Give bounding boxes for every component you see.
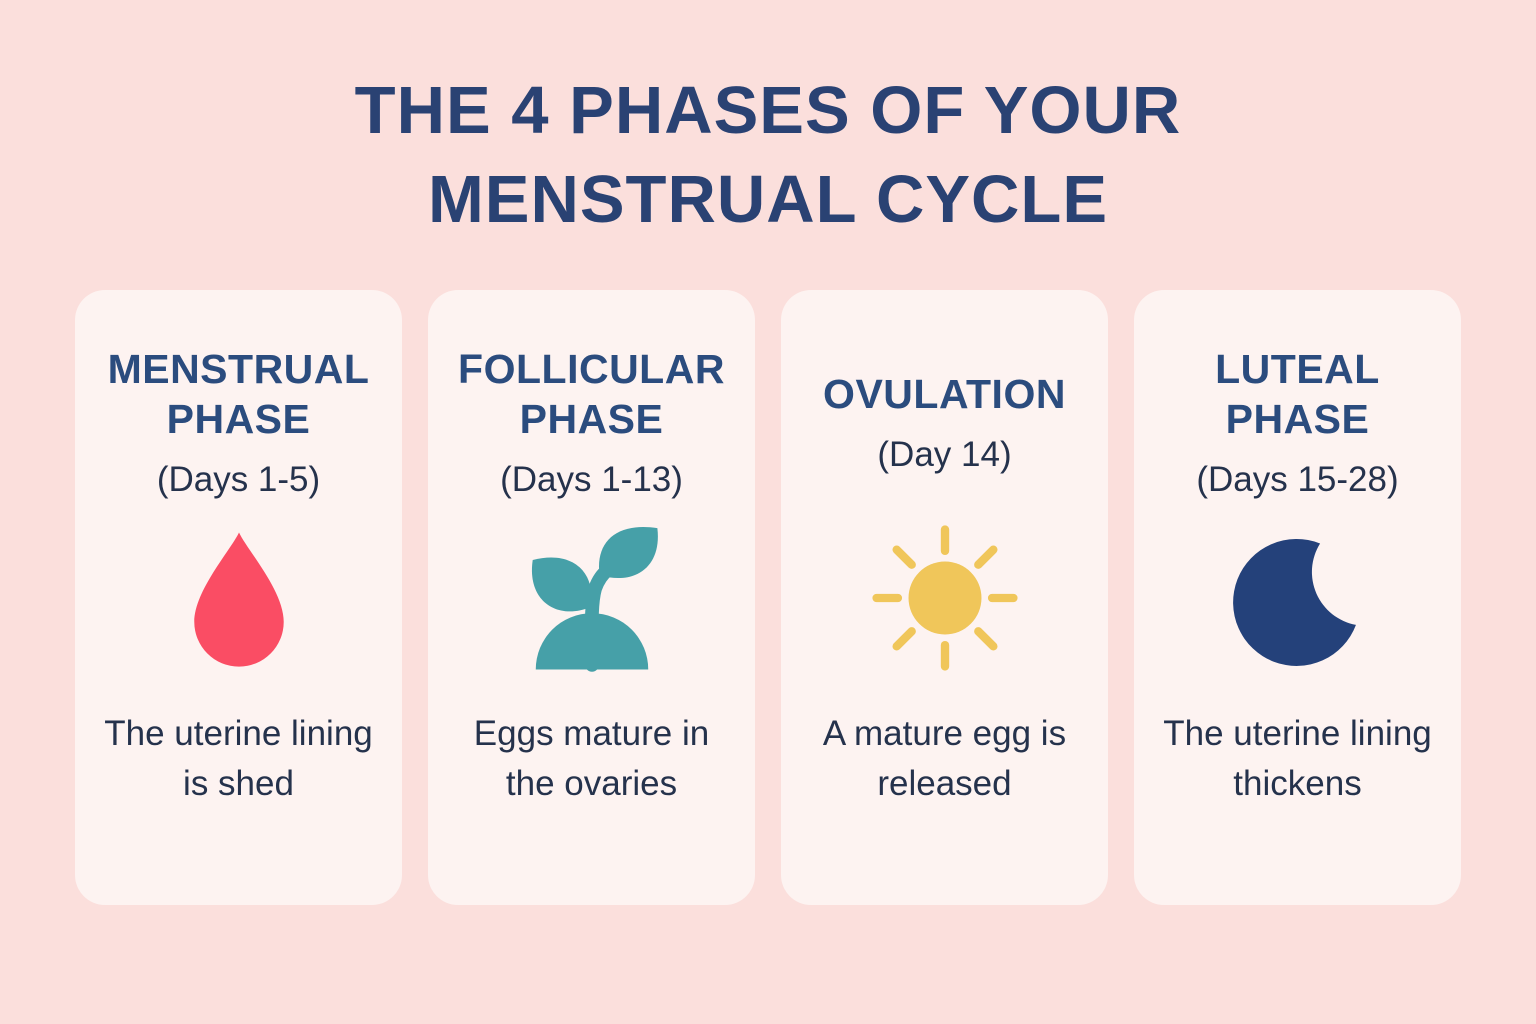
- phase-cards-row: MENSTRUAL PHASE (Days 1-5) The uterine l…: [0, 290, 1536, 906]
- phase-card-ovulation: OVULATION (Day 14): [781, 290, 1108, 906]
- phase-days: (Days 15-28): [1196, 459, 1399, 499]
- phase-icon-wrap: [1229, 509, 1367, 687]
- blood-drop-icon: [193, 532, 284, 667]
- phase-name: FOLLICULAR PHASE: [458, 345, 725, 442]
- sun-icon: [871, 525, 1018, 671]
- phase-name: LUTEAL PHASE: [1215, 345, 1380, 442]
- phase-description: A mature egg is released: [822, 714, 1067, 803]
- phase-icon-wrap: [187, 509, 291, 687]
- phase-days: (Days 1-13): [500, 459, 683, 499]
- phase-card-luteal: LUTEAL PHASE (Days 15-28) The uterine li…: [1134, 290, 1461, 906]
- phase-icon-wrap: [869, 509, 1021, 687]
- infographic-title: THE 4 PHASES OF YOUR MENSTRUAL CYCLE: [354, 73, 1182, 238]
- phase-description: Eggs mature in the ovaries: [473, 714, 710, 803]
- phase-days: (Day 14): [877, 434, 1012, 474]
- sprout-icon: [531, 527, 658, 672]
- phase-card-menstrual: MENSTRUAL PHASE (Days 1-5) The uterine l…: [75, 290, 402, 906]
- phase-icon-wrap: [516, 509, 668, 687]
- phase-card-header: MENSTRUAL PHASE (Days 1-5): [99, 334, 379, 509]
- phase-name: MENSTRUAL PHASE: [107, 345, 370, 442]
- phase-name: OVULATION: [823, 370, 1066, 417]
- phase-card-header: FOLLICULAR PHASE (Days 1-13): [452, 334, 732, 509]
- crescent-moon-icon: [1232, 539, 1356, 667]
- phase-card-header: OVULATION (Day 14): [823, 334, 1066, 509]
- phase-description: The uterine lining is shed: [104, 714, 373, 803]
- phase-card-follicular: FOLLICULAR PHASE (Days 1-13) Eggs mature…: [428, 290, 755, 906]
- phase-card-header: LUTEAL PHASE (Days 15-28): [1158, 334, 1438, 509]
- phase-days: (Days 1-5): [156, 459, 321, 499]
- phase-description: The uterine lining thickens: [1163, 714, 1432, 803]
